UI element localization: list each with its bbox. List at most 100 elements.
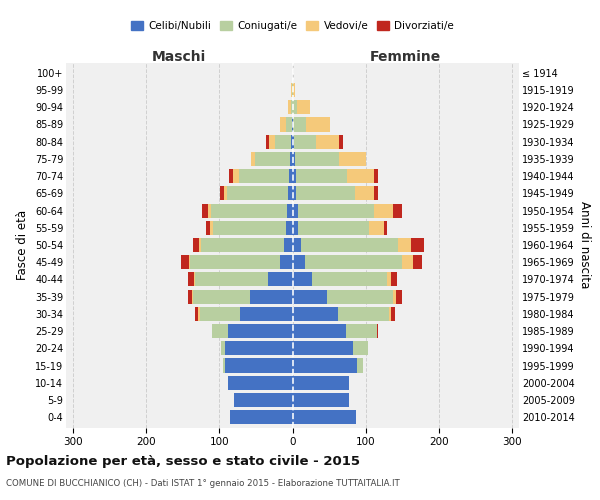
- Text: Femmine: Femmine: [370, 50, 442, 64]
- Bar: [255, 152, 293, 166]
- Bar: [293, 376, 349, 390]
- Bar: [293, 324, 346, 338]
- Bar: [188, 272, 293, 286]
- Bar: [291, 83, 293, 97]
- Bar: [201, 238, 293, 252]
- Bar: [221, 341, 293, 355]
- Bar: [286, 118, 293, 132]
- Bar: [293, 255, 305, 270]
- Bar: [293, 307, 395, 321]
- Bar: [224, 341, 293, 355]
- Bar: [293, 358, 357, 372]
- Bar: [293, 255, 402, 270]
- Bar: [190, 255, 293, 270]
- Bar: [293, 152, 338, 166]
- Bar: [293, 134, 294, 149]
- Bar: [293, 307, 391, 321]
- Bar: [293, 186, 355, 200]
- Bar: [293, 410, 356, 424]
- Bar: [228, 376, 293, 390]
- Bar: [293, 324, 377, 338]
- Bar: [293, 290, 402, 304]
- Bar: [191, 290, 293, 304]
- Bar: [227, 186, 293, 200]
- Bar: [193, 238, 293, 252]
- Bar: [293, 152, 365, 166]
- Bar: [293, 393, 349, 407]
- Text: Popolazione per età, sesso e stato civile - 2015: Popolazione per età, sesso e stato civil…: [6, 455, 360, 468]
- Bar: [293, 376, 349, 390]
- Bar: [291, 100, 293, 114]
- Bar: [233, 169, 293, 183]
- Bar: [293, 410, 356, 424]
- Bar: [221, 341, 293, 355]
- Bar: [293, 220, 298, 235]
- Bar: [230, 410, 293, 424]
- Bar: [200, 307, 293, 321]
- Bar: [189, 255, 293, 270]
- Bar: [293, 307, 338, 321]
- Bar: [292, 118, 293, 132]
- Bar: [287, 204, 293, 218]
- Text: COMUNE DI BUCCHIANICO (CH) - Dati ISTAT 1° gennaio 2015 - Elaborazione TUTTAITAL: COMUNE DI BUCCHIANICO (CH) - Dati ISTAT …: [6, 478, 400, 488]
- Bar: [293, 134, 343, 149]
- Bar: [293, 220, 384, 235]
- Bar: [293, 255, 422, 270]
- Bar: [293, 204, 374, 218]
- Bar: [293, 83, 295, 97]
- Bar: [223, 358, 293, 372]
- Bar: [198, 307, 293, 321]
- Bar: [293, 290, 392, 304]
- Bar: [293, 341, 368, 355]
- Bar: [293, 152, 295, 166]
- Bar: [293, 272, 391, 286]
- Bar: [293, 134, 316, 149]
- Bar: [293, 100, 310, 114]
- Bar: [221, 341, 293, 355]
- Bar: [229, 169, 293, 183]
- Bar: [280, 118, 293, 132]
- Bar: [293, 100, 310, 114]
- Bar: [289, 169, 293, 183]
- Bar: [293, 376, 349, 390]
- Bar: [268, 272, 293, 286]
- Bar: [293, 290, 327, 304]
- Bar: [293, 358, 362, 372]
- Bar: [293, 341, 368, 355]
- Bar: [224, 358, 293, 372]
- Bar: [212, 324, 293, 338]
- Bar: [293, 358, 362, 372]
- Bar: [230, 410, 293, 424]
- Bar: [199, 238, 293, 252]
- Bar: [223, 358, 293, 372]
- Bar: [293, 118, 330, 132]
- Bar: [293, 393, 349, 407]
- Bar: [293, 410, 356, 424]
- Bar: [210, 220, 293, 235]
- Bar: [211, 204, 293, 218]
- Bar: [293, 376, 349, 390]
- Bar: [193, 290, 293, 304]
- Bar: [194, 307, 293, 321]
- Bar: [293, 272, 312, 286]
- Bar: [181, 255, 293, 270]
- Bar: [293, 238, 411, 252]
- Bar: [280, 118, 293, 132]
- Bar: [212, 324, 293, 338]
- Bar: [206, 220, 293, 235]
- Bar: [293, 152, 365, 166]
- Bar: [230, 410, 293, 424]
- Bar: [293, 204, 298, 218]
- Legend: Celibi/Nubili, Coniugati/e, Vedovi/e, Divorziati/e: Celibi/Nubili, Coniugati/e, Vedovi/e, Di…: [127, 16, 458, 35]
- Y-axis label: Anni di nascita: Anni di nascita: [578, 202, 592, 288]
- Bar: [266, 134, 293, 149]
- Bar: [220, 186, 293, 200]
- Bar: [293, 118, 330, 132]
- Bar: [230, 410, 293, 424]
- Bar: [275, 134, 293, 149]
- Bar: [291, 134, 293, 149]
- Bar: [228, 376, 293, 390]
- Bar: [196, 272, 293, 286]
- Bar: [286, 220, 293, 235]
- Bar: [224, 186, 293, 200]
